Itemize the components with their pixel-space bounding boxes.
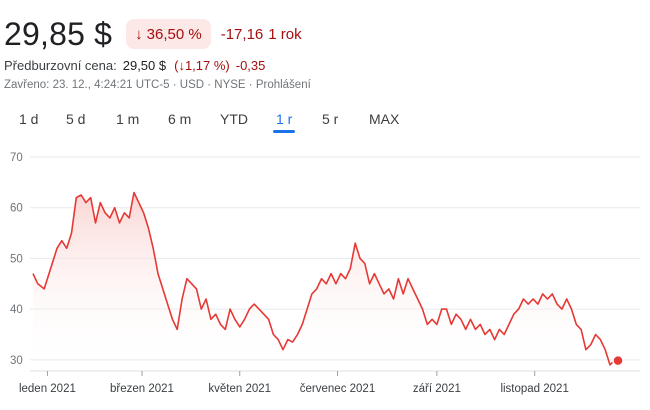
tab-5d[interactable]: 5 d bbox=[66, 111, 86, 127]
tab-1m[interactable]: 1 m bbox=[116, 111, 140, 127]
premarket-absolute: -0,35 bbox=[235, 58, 266, 73]
y-tick-label: 60 bbox=[10, 203, 23, 215]
change-absolute: -17,16 bbox=[220, 25, 264, 43]
current-price: 29,85 $ bbox=[4, 16, 113, 52]
market-closed-info: Zavřeno: 23. 12., 4:24:21 UTC-5 · USD · … bbox=[4, 79, 311, 91]
change-period: 1 rok bbox=[268, 25, 302, 43]
y-tick-label: 40 bbox=[10, 304, 23, 316]
x-tick-label: březen 2021 bbox=[110, 383, 174, 395]
x-tick-label: září 2021 bbox=[413, 383, 461, 395]
price-chart-svg: 30 40 50 60 70 leden 2021 březen 2021 květen 20… bbox=[10, 152, 640, 395]
arrow-down-icon: ↓ bbox=[135, 25, 143, 43]
change-absolute-group: -17,16 1 rok bbox=[221, 26, 302, 43]
x-tick-label: leden 2021 bbox=[19, 383, 76, 395]
price-line bbox=[32, 191, 619, 366]
change-percent-badge: ↓ 36,50 % bbox=[126, 19, 211, 49]
quote-header: 29,85 $ ↓ 36,50 % -17,16 1 rok bbox=[4, 14, 302, 54]
y-tick-label: 70 bbox=[10, 152, 23, 164]
x-tick-label: červenec 2021 bbox=[300, 383, 375, 395]
y-tick-label: 50 bbox=[10, 253, 23, 265]
x-tick-label: listopad 2021 bbox=[500, 383, 568, 395]
premarket-row: Předburzovní cena: 29,50 $ (↓1,17 %) -0,… bbox=[4, 58, 265, 73]
tab-6m[interactable]: 6 m bbox=[168, 111, 192, 127]
tab-1r[interactable]: 1 r bbox=[272, 110, 296, 136]
tab-1d[interactable]: 1 d bbox=[19, 111, 39, 127]
y-tick-label: 30 bbox=[10, 355, 23, 367]
premarket-value: 29,50 $ bbox=[122, 58, 167, 73]
price-chart[interactable]: 30 40 50 60 70 leden 2021 březen 2021 květen 20… bbox=[0, 140, 650, 410]
last-price-dot bbox=[612, 354, 624, 367]
change-percent: 36,50 % bbox=[146, 25, 202, 43]
tab-ytd[interactable]: YTD bbox=[220, 111, 248, 127]
x-tick-label: květen 2021 bbox=[208, 383, 271, 395]
price-area bbox=[33, 192, 618, 370]
tab-5r[interactable]: 5 r bbox=[322, 111, 339, 127]
premarket-percent: (↓1,17 %) bbox=[174, 58, 230, 73]
tab-max[interactable]: MAX bbox=[369, 111, 400, 127]
premarket-label: Předburzovní cena: bbox=[4, 58, 117, 73]
